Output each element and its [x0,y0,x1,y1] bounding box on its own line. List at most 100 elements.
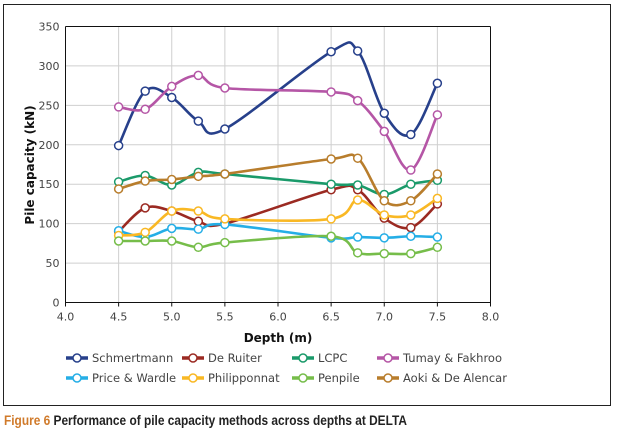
y-tick-label: 0 [53,297,60,310]
data-point [167,223,177,234]
data-point [326,231,336,242]
data-point [352,95,363,106]
y-tick-label: 100 [39,218,60,231]
data-point [432,242,443,253]
data-point [326,87,336,97]
data-point [379,233,389,243]
series-tumay-fakhroo [113,70,443,175]
data-point [379,248,389,259]
data-point [113,184,124,194]
data-point [140,227,150,238]
series-line [118,234,438,256]
legend-item-aoki-de-alencar: Aoki & De Alencar [377,371,507,385]
data-point [432,193,443,204]
caption-text: Performance of pile capacity methods acr… [50,413,407,428]
data-point [352,232,363,242]
data-point [352,46,363,56]
legend-label: Aoki & De Alencar [403,371,507,385]
x-tick-label: 7.0 [376,311,394,324]
data-point [432,232,443,242]
x-tick-label: 6.0 [269,311,287,324]
data-point [113,236,124,246]
x-tick-label: 5.0 [163,311,181,324]
legend-marker [188,373,198,383]
x-tick-label: 6.5 [322,311,340,324]
y-tick-label: 200 [39,139,60,152]
y-tick-label: 50 [46,257,60,270]
data-point [406,231,416,242]
legend-marker [383,373,393,383]
y-tick-label: 150 [39,178,60,191]
legend-item-lcpc: LCPC [292,351,347,365]
data-point [406,129,416,140]
legend-label: Philipponnat [208,371,280,385]
data-point [352,153,363,163]
data-point [379,210,389,220]
data-point [432,110,443,120]
data-point [352,248,363,258]
data-point [406,248,416,259]
data-point [220,214,230,224]
legend-marker [298,373,308,383]
legend-label: De Ruiter [208,351,262,365]
x-tick-label: 5.5 [216,311,234,324]
legend-marker [72,373,82,383]
y-tick-label: 250 [39,99,60,112]
legend-marker [188,353,198,363]
x-tick-label: 4.5 [110,311,128,324]
legend-item-tumay-fakhroo: Tumay & Fakhroo [377,351,502,365]
legend-label: Penpile [318,371,360,385]
data-point [193,70,204,81]
legend-label: Price & Wardle [92,371,176,385]
data-point [432,78,443,89]
series-line [118,222,438,240]
data-point [220,169,230,179]
legend-item-schmertmann: Schmertmann [66,351,173,365]
figure-label: Figure 6 [4,413,51,428]
legend-label: Schmertmann [92,351,173,365]
data-point [406,196,416,206]
legend-marker [298,353,308,363]
series-line [118,74,439,172]
x-tick-label: 7.5 [429,311,447,324]
legend-item-price-wardle: Price & Wardle [66,371,176,385]
legend-marker [72,353,82,363]
data-point [193,224,204,234]
series-line [118,170,438,196]
y-tick-label: 300 [39,60,60,73]
data-point [167,81,177,92]
data-point [140,236,150,246]
legend-item-de-ruiter: De Ruiter [182,351,262,365]
data-point [220,83,230,93]
figure-caption: Figure 6 Performance of pile capacity me… [4,413,407,428]
data-point [113,102,124,112]
data-point [167,92,177,103]
series-line [117,41,439,147]
x-tick-label: 8.0 [482,311,500,324]
data-point [193,171,204,182]
series-aoki-de-alencar [113,153,443,207]
x-axis-label: Depth (m) [244,331,313,345]
data-point [326,154,336,164]
data-point [193,216,204,227]
data-point [352,180,363,190]
figure-frame [3,4,611,406]
line-chart: 0 50 100 150 200 250 300 350 4.0 4.5 5.0 5.5 6.0 6.5 7… [23,21,507,386]
y-axis-label: Pile capacity (kN) [23,105,37,224]
data-point [379,108,389,118]
x-tick-label: 4.0 [57,311,75,324]
series-line [118,153,439,207]
data-point [140,86,150,96]
legend-marker [383,353,393,363]
legend-item-philipponnat: Philipponnat [182,371,280,385]
series-schmertmann [113,41,443,151]
data-point [193,242,204,253]
data-point [406,222,416,233]
data-point [140,176,150,186]
data-point [167,206,177,216]
data-point [326,179,336,189]
data-point [379,196,389,206]
data-point [406,179,416,189]
data-point [193,206,204,216]
data-point [167,174,177,185]
